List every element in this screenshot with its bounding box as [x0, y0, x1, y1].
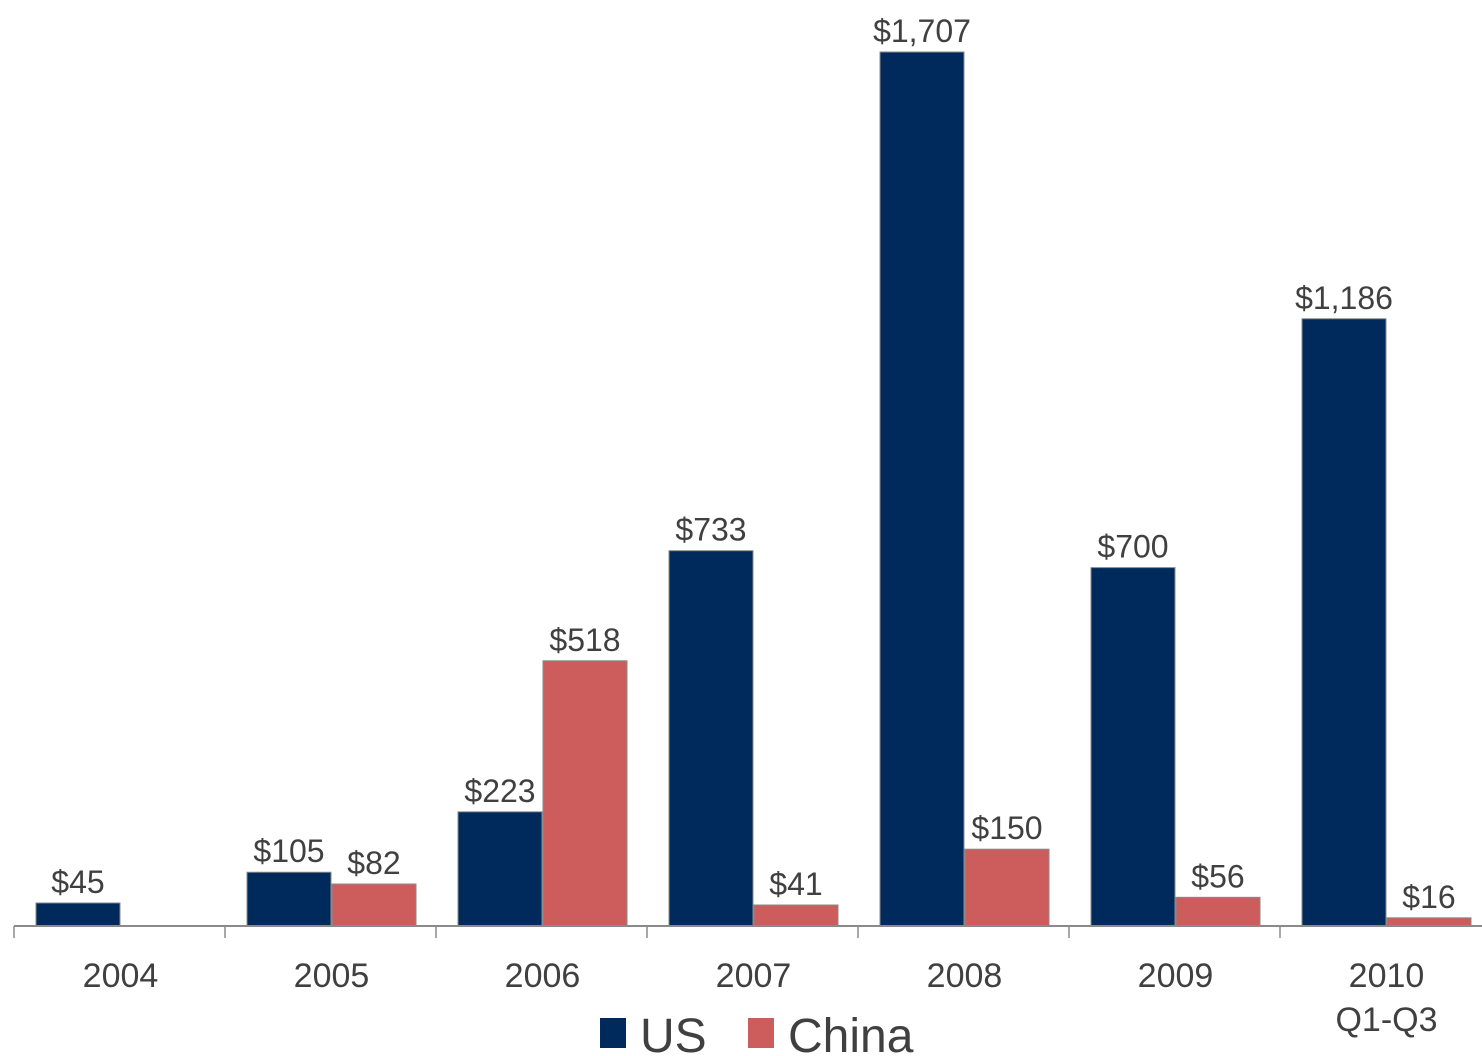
x-tick-label-1: 2005	[294, 957, 370, 995]
x-tick-label-0: 2004	[83, 957, 159, 995]
x-axis: 2004 2005 2006 2007 2008 2009 2010 Q1-Q3	[13, 925, 1482, 1039]
bar-china-6	[1386, 917, 1472, 927]
bar-china-2	[542, 660, 628, 927]
data-label-china-1: $82	[347, 845, 400, 881]
bar-us-4	[879, 51, 965, 927]
bar-china-4	[964, 848, 1050, 927]
data-label-china-5: $56	[1191, 858, 1244, 894]
data-label-us-4: $1,707	[873, 13, 971, 49]
legend-swatch-china	[748, 1018, 774, 1048]
bar-us-2	[457, 811, 543, 927]
bars-layer	[35, 51, 1472, 927]
data-labels-layer: $45 $105 $223 $733 $1,707 $700 $1,186 $82 $518 $4…	[51, 13, 1455, 915]
data-label-us-5: $700	[1097, 529, 1168, 565]
data-label-us-0: $45	[51, 864, 104, 900]
data-label-us-2: $223	[464, 773, 535, 809]
bar-china-5	[1175, 896, 1261, 927]
bar-us-1	[246, 871, 332, 927]
data-label-us-6: $1,186	[1295, 280, 1393, 316]
x-tick-label-3: 2007	[716, 957, 792, 995]
data-label-us-3: $733	[675, 512, 746, 548]
bar-china-3	[753, 904, 839, 927]
x-tick-label-6: 2010 Q1-Q3	[1335, 957, 1437, 1039]
bar-us-3	[668, 550, 754, 927]
data-label-china-4: $150	[971, 810, 1042, 846]
legend-swatch-us	[600, 1018, 626, 1048]
legend: US China	[600, 1010, 914, 1056]
x-tick-label-4: 2008	[927, 957, 1003, 995]
data-label-china-2: $518	[549, 622, 620, 658]
x-tick-label-5: 2009	[1138, 957, 1214, 995]
bar-us-6	[1301, 318, 1387, 927]
data-label-china-6: $16	[1402, 879, 1455, 915]
bar-china-1	[331, 883, 417, 927]
data-label-us-1: $105	[253, 833, 324, 869]
x-tick-label-2: 2006	[505, 957, 581, 995]
data-label-china-3: $41	[769, 866, 822, 902]
legend-label-china: China	[788, 1010, 914, 1056]
bar-us-5	[1090, 567, 1176, 927]
bar-us-0	[35, 902, 121, 927]
legend-label-us: US	[640, 1010, 707, 1056]
